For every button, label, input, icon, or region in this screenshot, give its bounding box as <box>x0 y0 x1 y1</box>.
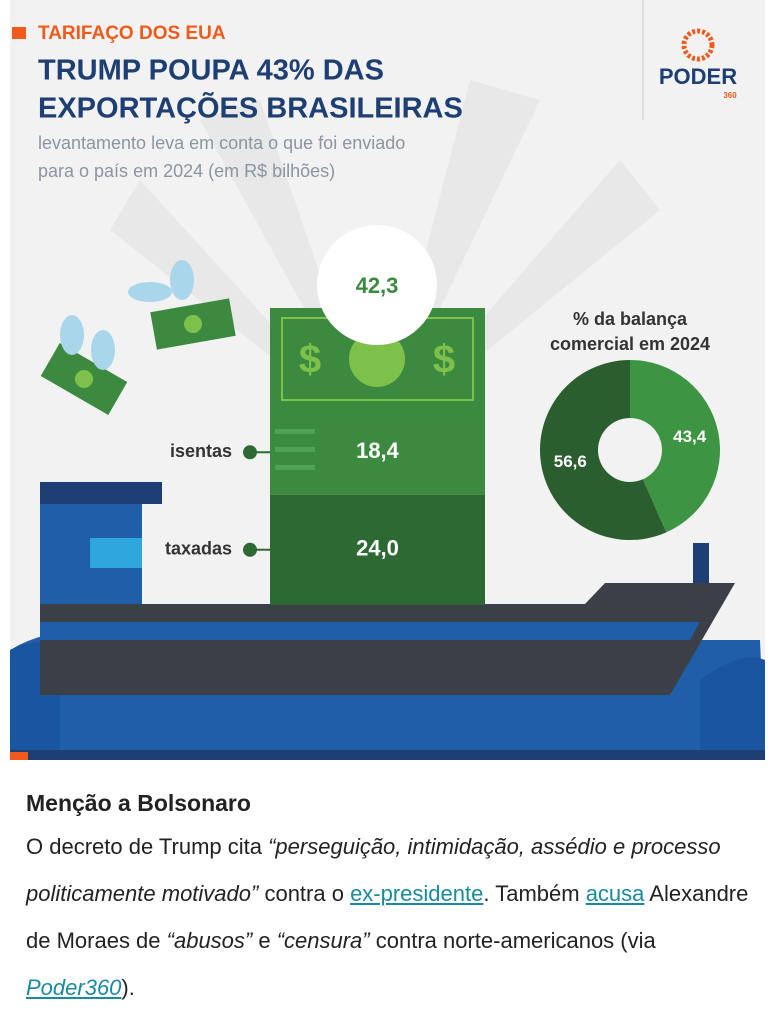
link[interactable]: Poder360 <box>26 975 122 1000</box>
pie-title: % da balança <box>573 309 688 329</box>
paragraph: O decreto de Trump cita “perseguição, in… <box>26 823 756 1011</box>
pie-slice <box>630 360 721 533</box>
svg-text:$: $ <box>299 338 321 382</box>
article: Menção a Bolsonaro O decreto de Trump ci… <box>26 790 756 1011</box>
svg-text:$: $ <box>433 338 455 382</box>
bar-segment <box>270 409 485 495</box>
logo-sun <box>681 28 715 62</box>
pie-value-label: 43,4 <box>673 427 707 446</box>
text-run: O decreto de Trump cita <box>26 834 269 859</box>
series-label: taxadas <box>165 539 232 559</box>
subtitle: para o país em 2024 (em R$ bilhões) <box>38 161 335 181</box>
value-label: 24,0 <box>356 536 399 561</box>
text-run: . Também <box>483 881 586 906</box>
subtitle: levantamento leva em conta o que foi env… <box>38 133 405 153</box>
series-label: isentas <box>170 441 232 461</box>
pie-value-label: 56,6 <box>554 452 587 471</box>
heading: Menção a Bolsonaro <box>26 790 251 816</box>
bill-stripe <box>275 429 315 434</box>
infographic: TARIFAÇO DOS EUA TRUMP POUPA 43% DAS EXP… <box>10 0 765 760</box>
total-badge <box>317 225 437 345</box>
text-run: “censura” <box>276 928 370 953</box>
ship <box>10 482 765 760</box>
leader-dot <box>243 542 257 557</box>
pie-title: comercial em 2024 <box>550 334 710 354</box>
value-label: 18,4 <box>356 438 400 463</box>
link[interactable]: acusa <box>585 881 645 906</box>
title: EXPORTAÇÕES BRASILEIRAS <box>38 91 463 125</box>
logo-sub: 360 <box>723 91 737 100</box>
bar-segment <box>270 494 485 605</box>
divider <box>642 0 644 120</box>
pie-slice <box>540 360 667 540</box>
bill-stripe <box>275 465 315 470</box>
logo: PODER <box>659 64 737 89</box>
bill-stripe <box>275 447 315 452</box>
text-run: “abusos” <box>166 928 253 953</box>
text-run: contra o <box>258 881 351 906</box>
text-run: e <box>252 928 277 953</box>
leader-dot <box>243 445 257 460</box>
kicker: TARIFAÇO DOS EUA <box>38 23 226 44</box>
text-run: Alexandre de Moraes de <box>26 881 749 953</box>
flying-bills <box>40 260 236 415</box>
text-run: “perseguição, intimidação, assédio e pro… <box>26 834 721 906</box>
title: TRUMP POUPA 43% DAS <box>38 55 384 87</box>
link[interactable]: ex-presidente <box>350 881 484 906</box>
kicker-mark <box>12 27 26 39</box>
text-run: ). <box>121 975 135 1000</box>
total-label: 42,3 <box>356 273 399 298</box>
text-run: contra norte-americanos (via <box>369 928 656 953</box>
